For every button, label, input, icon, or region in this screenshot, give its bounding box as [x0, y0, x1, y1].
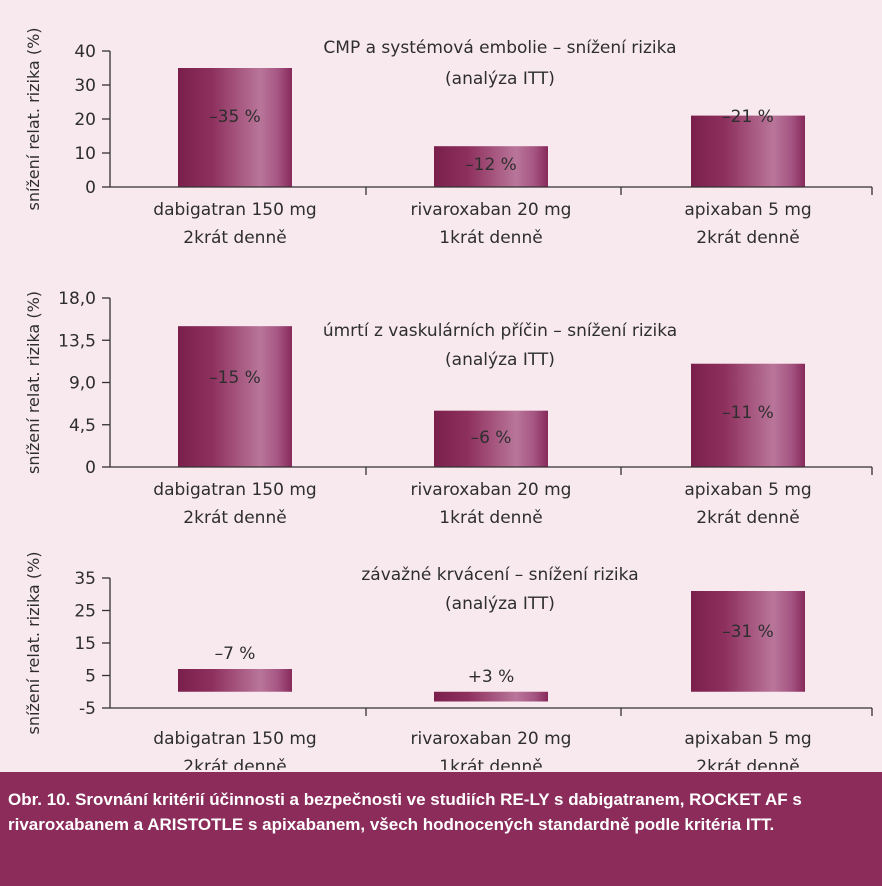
y-tick-label: 5	[85, 667, 96, 687]
bar	[178, 326, 292, 467]
bar	[434, 691, 548, 702]
category-label: 2krát denně	[183, 757, 286, 770]
bar	[178, 669, 292, 692]
category-label: apixaban 5 mg	[684, 729, 811, 749]
data-label: –7 %	[215, 644, 256, 664]
bar	[434, 146, 548, 187]
category-label: 2krát denně	[183, 228, 286, 248]
category-label: 2krát denně	[696, 757, 799, 770]
category-label: rivaroxaban 20 mg	[411, 480, 572, 500]
data-label: –12 %	[465, 155, 517, 175]
chart-title: CMP a systémová embolie – snížení rizika	[323, 38, 676, 58]
y-tick-label: 30	[74, 76, 96, 96]
y-tick-label: 18,0	[58, 289, 96, 309]
charts-figure: CMP a systémová embolie – snížení rizika…	[24, 27, 873, 770]
y-tick-label: 25	[74, 602, 96, 622]
chart-title: závažné krvácení – snížení rizika	[361, 565, 638, 585]
chart-title: úmrtí z vaskulárních příčin – snížení ri…	[323, 321, 677, 341]
category-label: 1krát denně	[439, 508, 542, 528]
y-tick-label: 15	[74, 634, 96, 654]
y-tick-label: 0	[85, 178, 96, 198]
chart-subtitle: (analýza ITT)	[445, 350, 555, 370]
data-label: –11 %	[722, 403, 774, 423]
chart-subtitle: (analýza ITT)	[445, 594, 555, 614]
category-label: dabigatran 150 mg	[153, 480, 316, 500]
category-label: 2krát denně	[183, 508, 286, 528]
bar	[434, 410, 548, 467]
category-label: 1krát denně	[439, 757, 542, 770]
category-label: dabigatran 150 mg	[153, 729, 316, 749]
y-tick-label: 13,5	[58, 331, 96, 351]
category-label: apixaban 5 mg	[684, 200, 811, 220]
category-label: 1krát denně	[439, 228, 542, 248]
y-tick-label: 9,0	[69, 374, 96, 394]
bar	[178, 68, 292, 187]
y-tick-label: -5	[79, 699, 96, 719]
y-tick-label: 10	[74, 144, 96, 164]
data-label: –21 %	[722, 107, 774, 127]
bar	[691, 115, 805, 187]
data-label: –31 %	[722, 622, 774, 642]
data-label: –6 %	[471, 428, 512, 448]
bar	[691, 591, 805, 692]
y-axis-label: snížení relat. rizika (%)	[24, 291, 43, 474]
category-label: rivaroxaban 20 mg	[411, 200, 572, 220]
data-label: –35 %	[209, 107, 261, 127]
data-label: –15 %	[209, 368, 261, 388]
y-tick-label: 35	[74, 569, 96, 589]
category-label: 2krát denně	[696, 228, 799, 248]
y-tick-label: 40	[74, 42, 96, 62]
y-tick-label: 4,5	[69, 416, 96, 436]
category-label: apixaban 5 mg	[684, 480, 811, 500]
category-label: rivaroxaban 20 mg	[411, 729, 572, 749]
y-axis-label: snížení relat. rizika (%)	[24, 551, 43, 734]
data-label: +3 %	[468, 667, 515, 687]
y-tick-label: 20	[74, 110, 96, 130]
y-axis-label: snížení relat. rizika (%)	[24, 27, 43, 210]
bar	[691, 363, 805, 467]
figure-caption: Obr. 10. Srovnání kritérií účinnosti a b…	[0, 772, 882, 886]
chart-subtitle: (analýza ITT)	[445, 69, 555, 89]
category-label: 2krát denně	[696, 508, 799, 528]
category-label: dabigatran 150 mg	[153, 200, 316, 220]
y-tick-label: 0	[85, 458, 96, 478]
